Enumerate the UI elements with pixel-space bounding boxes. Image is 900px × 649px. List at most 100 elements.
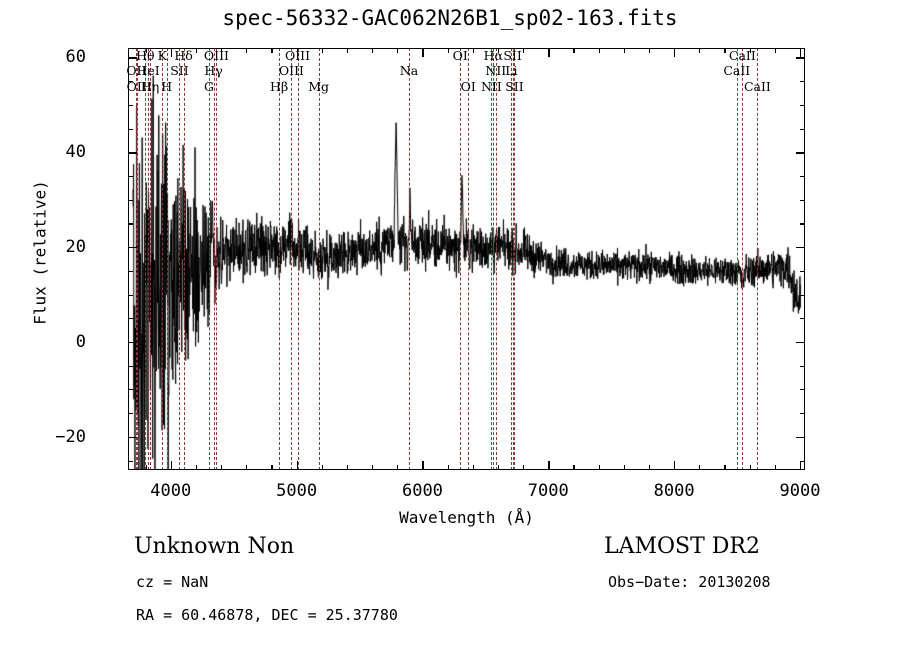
x-tick-top — [573, 48, 575, 53]
y-tick — [128, 389, 133, 391]
x-tick-top — [422, 48, 424, 57]
x-tick-top — [623, 48, 625, 53]
line-marker-nii — [491, 48, 493, 470]
x-tick-top — [246, 48, 248, 53]
y-tick — [128, 318, 133, 320]
line-label-k: K — [157, 48, 168, 63]
x-tick — [145, 465, 147, 470]
line-marker-g — [209, 48, 211, 470]
obs-date: Obs−Date: 20130208 — [608, 573, 771, 591]
line-marker-li — [511, 48, 513, 470]
y-tick — [128, 223, 133, 225]
y-tick — [128, 199, 133, 201]
y-tick-right — [800, 81, 805, 83]
line-label-oi: OI — [460, 79, 476, 94]
x-tick-label: 6000 — [401, 481, 443, 501]
x-tick — [221, 465, 223, 470]
x-tick — [296, 461, 298, 470]
line-label-caii: CaII — [728, 48, 756, 63]
x-tick-top — [749, 48, 751, 53]
line-label-h: H — [161, 79, 173, 94]
y-tick — [128, 104, 133, 106]
y-tick — [128, 365, 133, 367]
line-marker-hei — [148, 48, 150, 470]
x-tick-top — [170, 48, 173, 57]
x-tick-top — [447, 48, 449, 53]
x-tick — [699, 465, 701, 470]
y-tick-right — [800, 389, 805, 391]
line-label-mg: Mg — [308, 79, 330, 94]
x-tick — [447, 465, 449, 470]
line-marker-nii — [495, 48, 497, 470]
line-marker-oiii — [216, 48, 218, 470]
line-label-hδ: Hδ — [174, 48, 193, 63]
x-tick — [674, 461, 676, 470]
y-tick — [128, 247, 137, 249]
y-tick-right — [800, 270, 805, 272]
x-tick-top — [195, 48, 198, 53]
x-tick — [271, 465, 273, 470]
line-marker-caii — [736, 48, 738, 470]
line-marker-hη — [150, 48, 152, 470]
y-tick — [128, 294, 133, 296]
x-tick — [397, 465, 399, 470]
line-label-hα: Hα — [483, 48, 503, 63]
survey-name: LAMOST DR2 — [604, 534, 760, 559]
line-label-sii: SII — [503, 48, 522, 63]
coordinates: RA = 60.46878, DEC = 25.37780 — [136, 606, 398, 624]
y-tick-right — [796, 57, 805, 59]
line-marker-mg — [318, 48, 320, 470]
line-marker-h — [166, 48, 168, 470]
line-marker-oiii — [291, 48, 293, 470]
y-tick — [128, 413, 133, 415]
line-label-caii: CaII — [723, 63, 751, 78]
line-label-li: Li — [505, 63, 518, 78]
y-tick-right — [796, 341, 805, 344]
line-label-hθ: Hθ — [136, 48, 155, 63]
line-marker-hδ — [183, 48, 185, 470]
x-tick-top — [724, 48, 726, 53]
x-tick-label: 7000 — [527, 481, 569, 501]
line-label-sii: SII — [505, 79, 524, 94]
y-tick-right — [800, 199, 805, 201]
line-marker-sii — [179, 48, 181, 470]
y-tick-right — [800, 413, 805, 415]
line-label-g: G — [204, 79, 215, 94]
x-tick-top — [497, 48, 500, 53]
x-axis-title: Wavelength (Å) — [399, 508, 534, 527]
x-tick-top — [296, 48, 298, 57]
y-tick-right — [796, 247, 805, 249]
x-tick-top — [221, 48, 223, 53]
y-tick — [128, 460, 133, 462]
footer: Unknown Non LAMOST DR2 cz = NaN Obs−Date… — [0, 530, 900, 640]
y-axis-title: Flux (relative) — [30, 180, 50, 325]
x-tick — [472, 465, 474, 470]
x-tick-top — [648, 48, 651, 53]
redshift-value: cz = NaN — [136, 573, 209, 591]
y-tick — [128, 81, 133, 83]
y-tick-right — [800, 223, 805, 225]
x-tick — [523, 465, 525, 470]
plot-frame — [128, 48, 805, 470]
line-label-caii: CaII — [743, 79, 771, 94]
line-marker-na — [408, 48, 410, 470]
x-tick — [623, 465, 625, 470]
y-tick-right — [800, 128, 805, 130]
line-label-hei: HeI — [136, 63, 160, 78]
line-marker-hγ — [213, 48, 215, 470]
x-tick — [573, 465, 575, 470]
y-tick-right — [800, 365, 805, 367]
x-tick — [346, 465, 349, 470]
line-marker-hβ — [279, 48, 281, 470]
line-label-oii: OII — [126, 79, 147, 94]
line-label-nii: NII — [485, 63, 507, 78]
x-tick-top — [674, 48, 676, 57]
y-tick-label: −20 — [55, 426, 86, 447]
line-marker-oii — [136, 48, 138, 470]
x-tick-top — [321, 48, 323, 53]
line-marker-container — [128, 48, 805, 470]
x-tick-top — [598, 48, 600, 53]
line-label-na: Na — [399, 63, 419, 78]
y-tick-label: 20 — [65, 237, 86, 258]
line-marker-caii — [757, 48, 759, 470]
